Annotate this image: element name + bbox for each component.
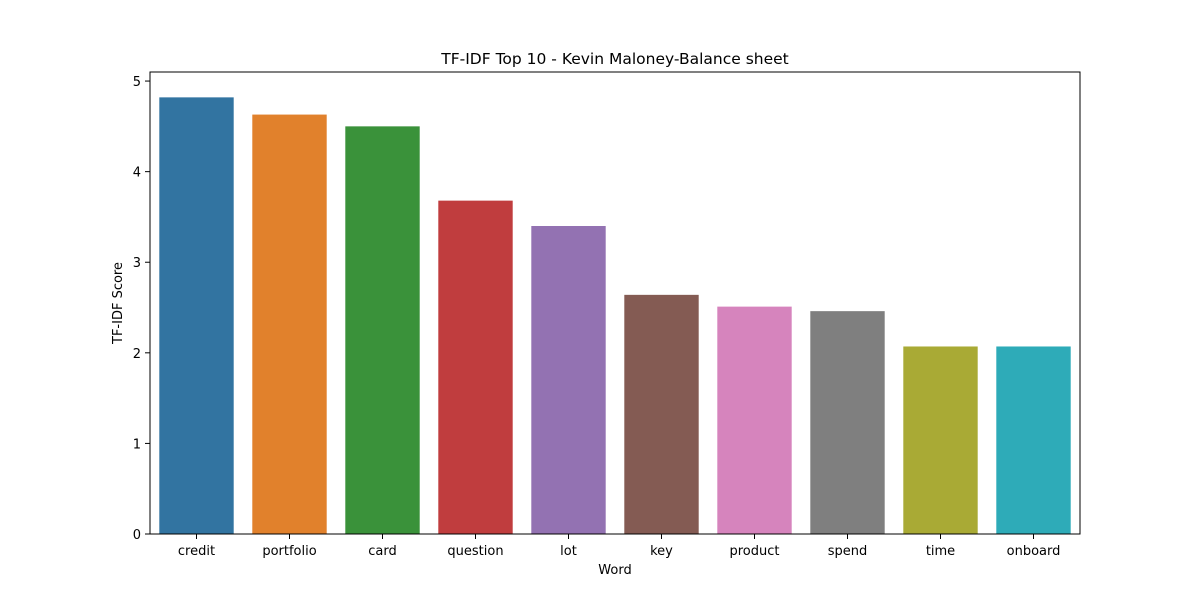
y-tick-label-4: 4 — [133, 166, 141, 181]
plot-frame — [149, 71, 1081, 535]
bar-lot — [531, 226, 606, 534]
x-tick-label-product: product — [729, 544, 779, 559]
bar-portfolio — [252, 114, 327, 534]
y-tick-label-2: 2 — [133, 347, 141, 362]
x-tick-label-key: key — [650, 544, 673, 559]
y-tick-label-5: 5 — [133, 75, 141, 90]
x-tick-label-lot: lot — [560, 544, 577, 559]
x-tick-label-time: time — [926, 544, 955, 559]
bar-time — [903, 346, 978, 534]
bar-product — [717, 306, 792, 534]
x-tick-label-question: question — [447, 544, 503, 559]
x-tick-label-portfolio: portfolio — [262, 544, 316, 559]
bar-key — [624, 294, 699, 534]
x-tick-label-spend: spend — [828, 544, 868, 559]
x-axis: credit portfolio card question lot key product… — [178, 534, 1060, 559]
bars-group — [159, 97, 1071, 535]
x-tick-label-onboard: onboard — [1007, 544, 1061, 559]
y-axis-label: TF-IDF Score — [111, 262, 126, 345]
x-axis-label: Word — [598, 563, 631, 578]
bar-card — [345, 126, 420, 535]
x-tick-label-credit: credit — [178, 544, 215, 559]
bar-question — [438, 200, 513, 534]
chart-title: TF-IDF Top 10 - Kevin Maloney-Balance sh… — [440, 50, 789, 68]
bar-credit — [159, 97, 234, 534]
y-axis: 0 1 2 3 4 5 — [133, 75, 150, 543]
y-tick-label-0: 0 — [133, 528, 141, 543]
y-tick-label-3: 3 — [133, 256, 141, 271]
y-tick-label-1: 1 — [133, 437, 141, 452]
bar-spend — [810, 311, 885, 534]
bar-onboard — [996, 346, 1071, 534]
x-tick-label-card: card — [368, 544, 396, 559]
